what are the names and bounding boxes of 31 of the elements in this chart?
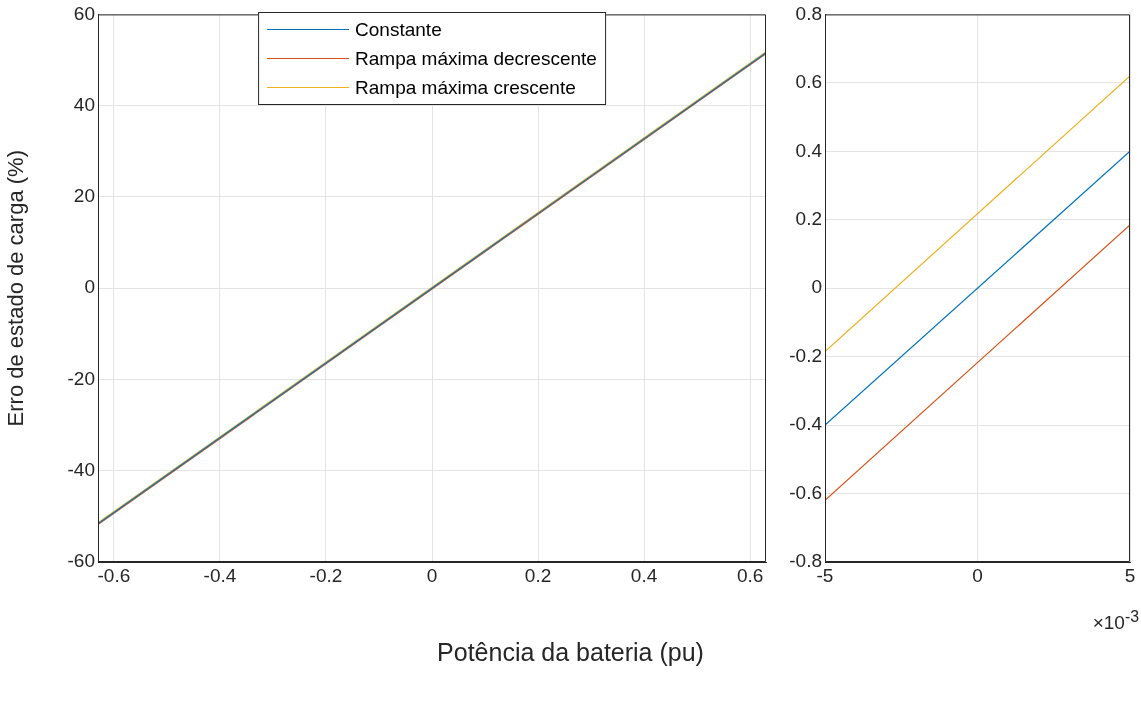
y-tick-label: 0.2 [795, 207, 822, 229]
y-tick-label: 40 [73, 93, 95, 115]
y-tick-label: -60 [67, 550, 95, 572]
legend-label: Rampa máxima crescente [355, 76, 576, 100]
legend-label: Rampa máxima decrescente [355, 47, 597, 71]
x-tick-label: -0.6 [97, 564, 131, 586]
x-tick-label: -0.4 [203, 564, 237, 586]
y-tick-label: -0.4 [789, 413, 823, 435]
y-tick-label: 0 [811, 276, 822, 298]
y-tick-label: 0.4 [795, 139, 823, 161]
y-tick-label: -40 [67, 458, 95, 480]
y-tick-label: 0.8 [795, 2, 822, 24]
x-axis-title: Potência da bateria (pu) [436, 638, 705, 667]
x-tick-label: 5 [1124, 564, 1136, 586]
y-tick-label: -0.2 [789, 344, 822, 366]
x-tick-label: 0 [972, 564, 983, 586]
legend-label: Constante [355, 18, 442, 42]
y-tick-label: 20 [73, 185, 95, 207]
y-tick-label: -0.6 [789, 481, 822, 503]
text: ×10$^{-3}$ [1092, 608, 1139, 635]
y-tick-label: -0.8 [789, 550, 822, 572]
y-tick-label: 60 [73, 2, 95, 24]
x-tick-label: 0.4 [630, 564, 658, 586]
y-tick-label: -20 [67, 367, 95, 389]
x-tick-label: 0.6 [736, 564, 764, 586]
y-tick-label: 0.6 [795, 71, 822, 93]
y-axis-title: Erro de estado de carga (%) [3, 150, 29, 427]
x-tick-label: 0 [426, 564, 438, 586]
x-tick-label: -0.2 [309, 564, 343, 586]
y-tick-label: 0 [84, 276, 95, 298]
x-tick-label: 0.2 [524, 564, 552, 586]
